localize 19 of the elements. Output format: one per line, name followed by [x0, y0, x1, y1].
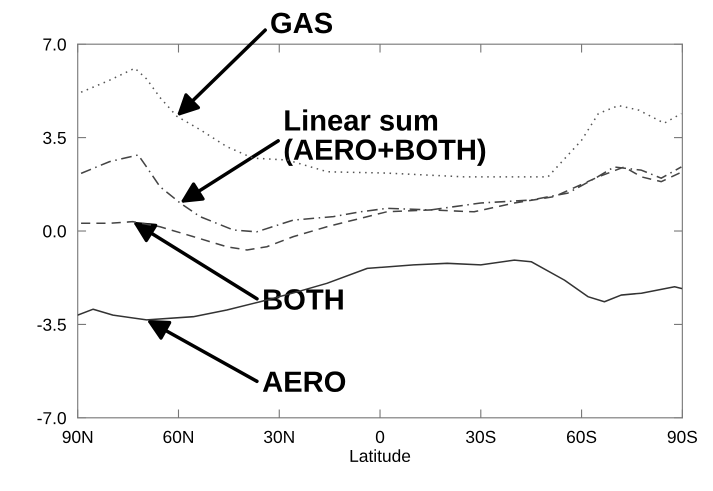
y-tick-label: 3.5 [43, 132, 66, 144]
annotation: BOTH [264, 289, 343, 310]
annotation: Linear sum (AERO+BOTH) [284, 109, 486, 166]
x-tick-label: 0 [376, 430, 384, 444]
x-axis-title: Latitude [350, 449, 410, 462]
x-tick-label: 60S [567, 430, 596, 444]
x-tick-label: 90S [668, 430, 697, 444]
x-tick-label: 90N [62, 430, 92, 444]
annotation: AERO [262, 371, 346, 392]
x-tick-label: 30S [466, 430, 496, 444]
y-tick-label: 0.0 [43, 225, 66, 238]
x-tick-label: 30N [264, 430, 294, 444]
y-tick-label: 7.0 [43, 38, 66, 51]
line-series [80, 67, 682, 178]
y-tick-label: -3.5 [37, 318, 66, 331]
y-tick-label: -7.0 [37, 412, 66, 424]
line-series [78, 259, 682, 321]
x-tick-label: 60N [163, 430, 193, 444]
annotation: GAS [271, 12, 332, 34]
